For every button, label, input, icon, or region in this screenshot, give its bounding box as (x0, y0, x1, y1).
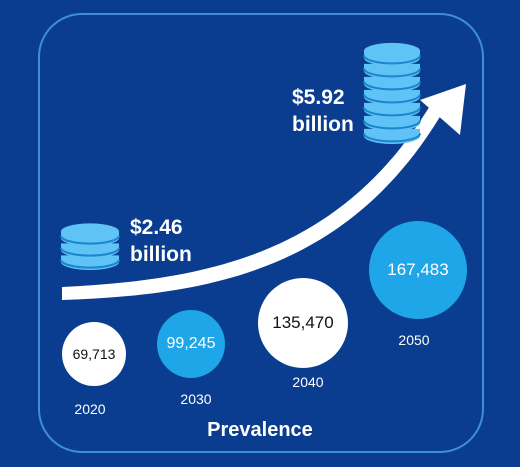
bubble-2020: 69,713 (62, 322, 126, 386)
bubble-2030: 99,245 (157, 310, 225, 378)
end-amount-label: $5.92 billion (292, 86, 354, 136)
rounded-frame (38, 13, 484, 453)
small-coin-stack-icon (60, 223, 120, 270)
prevalence-caption: Prevalence (207, 419, 313, 441)
coin-groove (363, 81, 421, 91)
coin-groove (363, 107, 421, 117)
coin-groove (60, 247, 120, 257)
coin-groove (60, 259, 120, 269)
coin-groove (363, 120, 421, 130)
coin-groove (363, 133, 421, 143)
bubble-2040: 135,470 (258, 278, 348, 368)
bubble-value-2020: 69,713 (72, 346, 116, 362)
bubble-value-2050: 167,483 (387, 260, 449, 279)
bubble-2050: 167,483 (369, 221, 467, 319)
year-label-2040: 2040 (292, 374, 324, 390)
coin-groove (363, 68, 421, 78)
start-amount-label: $2.46 billion (130, 216, 192, 266)
coin-top (61, 223, 119, 240)
year-label-2050: 2050 (398, 332, 430, 348)
year-label-2030: 2030 (180, 391, 212, 407)
growth-arrow-icon (62, 84, 466, 300)
coin-groove (363, 55, 421, 65)
bubble-value-2040: 135,470 (272, 313, 334, 332)
coin-groove (60, 235, 120, 245)
year-label-2020: 2020 (74, 401, 106, 417)
large-coin-stack-icon (363, 42, 421, 144)
coin-groove (363, 94, 421, 104)
coin-top (364, 42, 420, 59)
bubble-value-2030: 99,245 (166, 335, 216, 352)
